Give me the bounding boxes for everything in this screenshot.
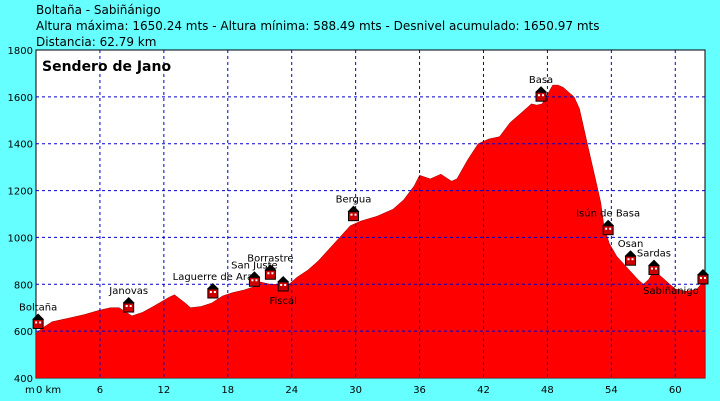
- distance-label: Distancia: 62.79 km: [36, 35, 157, 49]
- place-label: Osan: [618, 239, 644, 250]
- x-tick-label: 24: [285, 385, 298, 396]
- y-tick-label: 1800: [8, 46, 33, 57]
- house-icon: [248, 271, 261, 287]
- house-icon: [624, 250, 637, 266]
- x-tick-label: 6: [97, 385, 103, 396]
- place-label: Boltaña: [19, 302, 57, 313]
- house-icon: [32, 313, 45, 329]
- x-tick-label: 54: [605, 385, 618, 396]
- y-tick-label: 1200: [8, 187, 33, 198]
- house-icon: [206, 283, 219, 299]
- y-tick-label: 600: [14, 327, 33, 338]
- house-icon: [264, 264, 277, 280]
- house-icon: [602, 219, 615, 236]
- x-tick-label: 48: [541, 385, 554, 396]
- y-tick-label: 400: [14, 374, 33, 385]
- x-tick-label: 18: [221, 385, 234, 396]
- elevation-area: [35, 84, 706, 379]
- elevation-stats: Altura máxima: 1650.24 mts - Altura míni…: [36, 19, 600, 33]
- place-label: Janovas: [108, 286, 148, 297]
- x-tick-label: 42: [477, 385, 490, 396]
- axis-ticks: 400 600 800 1000 1200 1400 1600 1800 0 km 6 12 18 24…: [8, 46, 682, 396]
- route-title: Boltaña - Sabiñánigo: [36, 3, 161, 17]
- place-label: San Juste: [231, 260, 278, 271]
- x-tick-label: 30: [349, 385, 362, 396]
- house-icon: [647, 259, 660, 276]
- house-icon: [122, 297, 135, 313]
- x-tick-label: 36: [413, 385, 426, 396]
- house-icon: [277, 275, 290, 292]
- place-label: Basa: [529, 75, 553, 86]
- x-tick-label: 60: [669, 385, 682, 396]
- x-tick-label: 0 km: [36, 385, 61, 396]
- y-tick-label: 1600: [8, 93, 33, 104]
- place-label: Sabiñánigo: [643, 285, 699, 297]
- place-label: Isún de Basa: [576, 208, 640, 220]
- y-tick-label: 800: [14, 280, 33, 291]
- place-label: Laguerre de Ara: [173, 272, 253, 283]
- chart-title: Sendero de Jano: [42, 59, 171, 75]
- house-icon: [535, 86, 548, 102]
- house-icon: [696, 268, 709, 285]
- place-label: Bergua: [336, 195, 372, 206]
- place-label: Sardas: [637, 249, 671, 260]
- x-unit-label: m: [25, 385, 35, 396]
- place-label: Fiscal: [269, 296, 296, 307]
- y-tick-label: 1400: [8, 140, 33, 151]
- grid: [36, 50, 705, 378]
- house-icon: [347, 205, 360, 222]
- place-label: Borrastre: [247, 253, 293, 264]
- x-tick-label: 12: [157, 385, 170, 396]
- y-tick-label: 1000: [8, 233, 33, 244]
